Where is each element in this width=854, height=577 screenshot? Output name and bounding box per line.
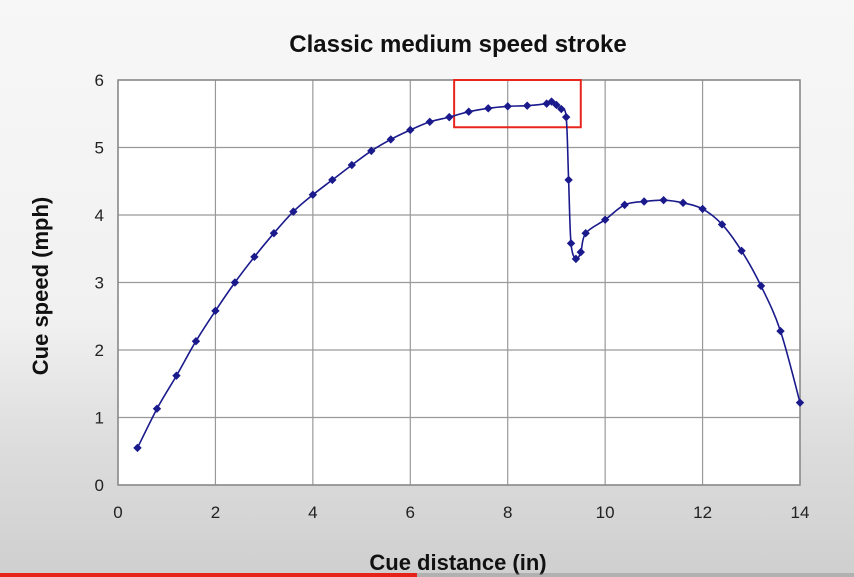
data-point [172,371,181,380]
x-tick-label: 12 [693,503,712,522]
data-point [523,101,532,110]
highlight-box [453,79,582,129]
data-point [386,135,395,144]
data-point [503,102,512,111]
data-point [564,175,573,185]
y-tick-label: 2 [95,341,104,360]
data-point [795,398,805,407]
data-point [328,175,337,185]
data-point [211,306,220,316]
data-point [620,200,629,210]
data-point [639,197,649,206]
x-tick-labels: 0 2 4 6 8 10 12 14 [113,503,809,522]
data-point [737,246,746,255]
data-point [230,278,240,287]
data-point [557,104,566,114]
data-point [581,229,590,238]
data-point [152,404,162,413]
y-axis-label: Cue speed (mph) [28,197,53,375]
data-point [425,117,434,127]
video-progress-bar[interactable] [0,573,854,577]
data-point [191,337,201,346]
data-point [250,252,259,262]
data-point [552,100,561,110]
data-point [566,239,576,248]
data-point [347,160,357,170]
data-point [133,443,142,453]
data-point [717,220,727,229]
data-point [678,198,688,208]
data-point [571,254,581,264]
data-point [269,229,279,238]
x-axis-label: Cue distance (in) [369,550,546,575]
data-point [406,125,415,135]
y-tick-labels: 0 1 2 3 4 5 6 [95,71,104,495]
data-point [576,247,585,257]
chart-title: Classic medium speed stroke [289,31,626,58]
y-tick-label: 1 [95,409,104,428]
plot-area [117,79,805,486]
x-tick-label: 8 [503,503,512,522]
data-point [367,146,376,156]
data-point [561,112,571,122]
y-tick-label: 5 [95,139,104,158]
data-point [289,207,298,216]
data-point [756,281,766,291]
data-point [484,104,493,113]
data-point [445,112,454,122]
x-tick-label: 2 [211,503,220,522]
y-tick-label: 0 [95,476,104,495]
data-point [698,204,707,214]
x-tick-label: 4 [308,503,317,522]
series-points [133,97,805,453]
data-point [600,215,610,224]
x-tick-label: 6 [406,503,415,522]
video-progress-fill [0,573,417,577]
data-point [464,107,473,116]
y-tick-label: 4 [95,206,104,225]
data-point [776,326,785,336]
x-tick-label: 14 [791,503,810,522]
y-tick-label: 3 [95,274,104,293]
data-point [659,195,668,205]
data-point [308,190,318,199]
data-point [542,99,551,108]
y-tick-label: 6 [95,71,104,90]
x-tick-label: 0 [113,503,122,522]
x-tick-label: 10 [596,503,615,522]
